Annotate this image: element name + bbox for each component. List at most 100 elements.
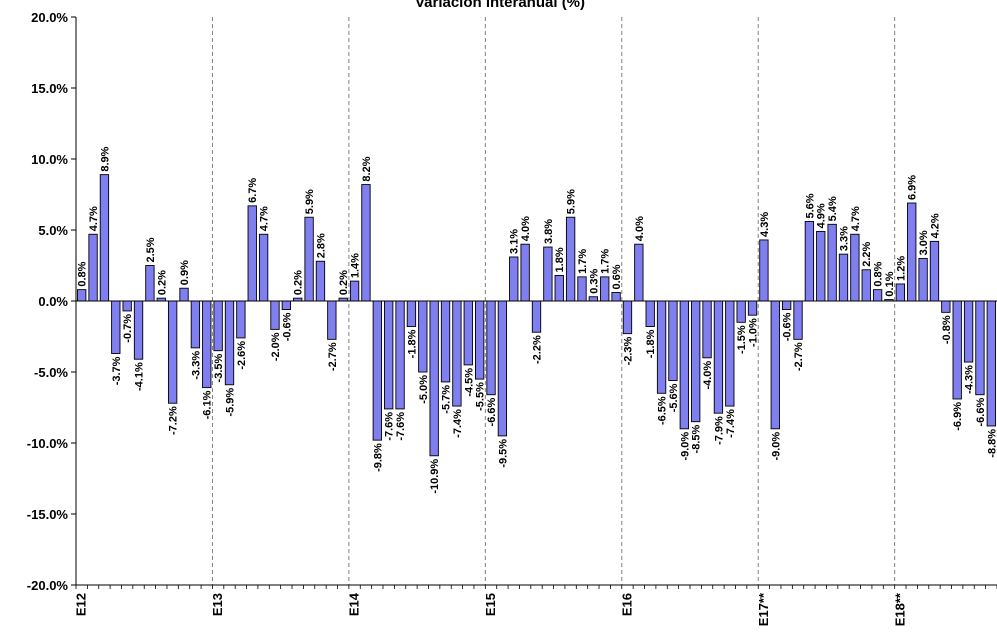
- data-label: 4.2%: [929, 213, 941, 238]
- bar: [384, 300, 394, 410]
- bar: [509, 256, 519, 302]
- bar: [747, 300, 758, 316]
- data-label: 2.5%: [145, 237, 157, 262]
- data-label: 3.8%: [543, 219, 555, 244]
- data-label: -5.0%: [418, 375, 430, 404]
- data-label: 2.2%: [861, 241, 873, 266]
- bar: [349, 280, 360, 302]
- bar: [793, 300, 803, 340]
- bar: [520, 243, 530, 302]
- data-label: 6.7%: [247, 178, 259, 203]
- bars: [77, 174, 996, 457]
- data-label: -2.7%: [793, 342, 805, 371]
- data-label: 4.9%: [816, 203, 828, 228]
- data-label: 5.4%: [827, 196, 839, 221]
- data-label: -5.7%: [441, 385, 453, 414]
- data-label: -7.2%: [168, 406, 180, 435]
- data-label: 8.9%: [99, 146, 111, 171]
- data-label: -6.1%: [202, 390, 214, 419]
- data-label: -10.9%: [429, 459, 441, 494]
- data-label: -6.6%: [975, 398, 987, 427]
- y-tick-label: 10.0%: [31, 152, 68, 167]
- data-label: -8.5%: [691, 424, 703, 453]
- bar: [429, 300, 439, 457]
- x-tick-label: E14: [347, 592, 362, 616]
- bar: [611, 292, 621, 302]
- bar: [111, 300, 121, 354]
- bar: [941, 300, 951, 313]
- bar: [588, 296, 599, 302]
- bar: [224, 300, 235, 386]
- data-label: -7.9%: [713, 416, 725, 445]
- bar: [531, 300, 542, 333]
- bar: [236, 300, 246, 339]
- data-label: -0.8%: [941, 315, 953, 344]
- bar: [395, 300, 405, 410]
- bar: [202, 300, 212, 389]
- data-label: -9.0%: [679, 432, 691, 461]
- data-label: -0.7%: [122, 314, 134, 343]
- bar: [827, 223, 837, 302]
- data-label: -7.6%: [384, 412, 396, 441]
- bar: [736, 300, 746, 323]
- bar: [554, 274, 564, 302]
- bar: [577, 276, 587, 302]
- data-label: 4.3%: [759, 212, 771, 237]
- bar: [327, 300, 337, 340]
- x-tick-label: E12: [74, 593, 89, 616]
- data-label: -2.2%: [532, 335, 544, 364]
- bar: [463, 300, 473, 366]
- data-label: 1.4%: [350, 253, 362, 278]
- bar: [634, 243, 644, 302]
- x-tick-label: E15: [483, 593, 498, 616]
- data-label: 0.9%: [179, 260, 191, 285]
- data-label: -4.0%: [702, 361, 714, 390]
- bar: [781, 300, 792, 310]
- bar: [600, 276, 610, 302]
- data-label: -1.0%: [748, 318, 760, 347]
- bar: [622, 300, 633, 335]
- x-tick-label: E18**: [892, 592, 907, 626]
- bar: [122, 300, 132, 312]
- y-tick-label: 0.0%: [38, 294, 68, 309]
- data-label: 5.6%: [804, 193, 816, 218]
- data-label: 1.8%: [554, 247, 566, 272]
- bar: [304, 216, 314, 302]
- bar: [952, 300, 962, 400]
- bar: [872, 289, 883, 302]
- data-label: 5.9%: [304, 189, 316, 214]
- y-tick-labels: 20.0% 15.0% 10.0% 5.0% 0.0% -5.0% -10.0% -15.0%…: [27, 10, 69, 593]
- bar: [804, 221, 815, 302]
- bar: [986, 300, 996, 427]
- bar: [406, 300, 417, 328]
- data-label: -7.4%: [452, 409, 464, 438]
- data-label: -4.1%: [134, 362, 146, 391]
- bar: [88, 233, 98, 302]
- bar: [975, 300, 985, 396]
- data-label: 4.7%: [88, 206, 100, 231]
- bar: [452, 300, 462, 407]
- data-labels: 0.8% 4.7% 8.9% -3.7% -0.7% -4.1% 2.5% 0.2% -7.2%…: [77, 146, 997, 493]
- bar: [725, 300, 735, 407]
- bar: [816, 230, 826, 302]
- bar: [315, 260, 326, 302]
- data-label: -5.5%: [475, 382, 487, 411]
- data-label: -5.9%: [225, 388, 237, 417]
- bar: [145, 265, 155, 302]
- bar: [929, 240, 940, 302]
- bar: [838, 253, 849, 302]
- x-tick-labels: E12 E13 E14 E15 E16 E17** E18**: [74, 592, 908, 626]
- data-label: 0.2%: [293, 270, 305, 295]
- bar: [702, 300, 712, 359]
- data-label: 0.2%: [156, 270, 168, 295]
- bar: [895, 283, 906, 302]
- bar: [99, 174, 110, 302]
- bar: [759, 239, 769, 302]
- data-label: -4.3%: [964, 365, 976, 394]
- bar: [440, 300, 451, 383]
- data-label: 8.2%: [361, 156, 373, 181]
- data-label: -9.0%: [770, 432, 782, 461]
- data-label: -0.6%: [782, 312, 794, 341]
- bar: [907, 202, 917, 302]
